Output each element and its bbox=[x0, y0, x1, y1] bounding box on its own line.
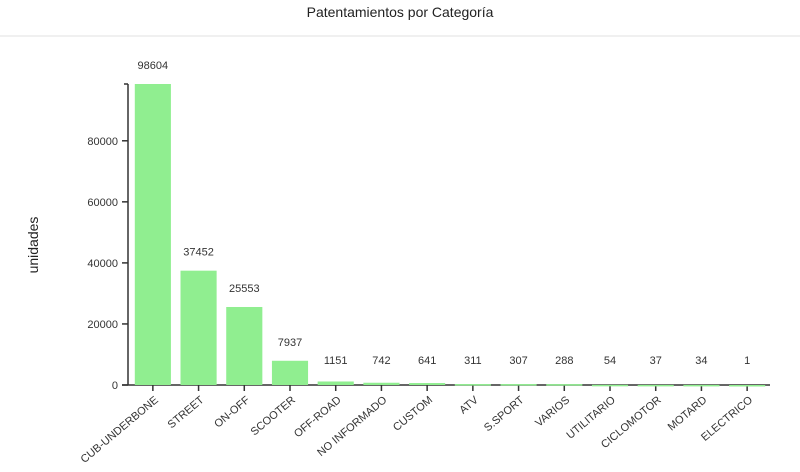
bar bbox=[317, 381, 354, 385]
bar-value-label: 34 bbox=[695, 355, 707, 367]
bar-value-label: 742 bbox=[372, 355, 390, 367]
x-tick-label: SCOOTER bbox=[249, 394, 298, 438]
bar-value-label: 98604 bbox=[138, 60, 169, 72]
bars: 98604 37452 25553 7937 1151 742 641 311 307 288 54… bbox=[134, 60, 766, 387]
bar bbox=[134, 84, 171, 385]
bar bbox=[180, 270, 217, 385]
bar bbox=[683, 384, 720, 387]
x-tick-label: MOTARD bbox=[666, 394, 710, 433]
y-tick-label: 80000 bbox=[87, 136, 118, 148]
x-tick-label: STREET bbox=[166, 394, 207, 431]
y-tick-label: 60000 bbox=[87, 197, 118, 209]
bar bbox=[363, 382, 400, 385]
x-tick-label: CUB-UNDERBONE bbox=[79, 394, 161, 466]
x-tick-label: ATV bbox=[457, 394, 481, 417]
bar-value-label: 37452 bbox=[183, 247, 214, 259]
bar-value-label: 1151 bbox=[324, 355, 348, 367]
x-tick-label: VARIOS bbox=[533, 394, 572, 429]
x-axis: CUB-UNDERBONE STREET ON-OFFSCOOTEROFF-ROAD… bbox=[79, 384, 770, 466]
y-tick-label: 40000 bbox=[87, 258, 118, 270]
bar bbox=[226, 306, 263, 385]
y-tick-label: 0 bbox=[112, 380, 118, 392]
x-tick-label: S.SPORT bbox=[482, 394, 527, 434]
bar-value-label: 1 bbox=[744, 355, 750, 367]
title-divider bbox=[0, 35, 800, 37]
bar-value-label: 641 bbox=[418, 355, 436, 367]
bar bbox=[271, 360, 309, 385]
bar-value-label: 37 bbox=[650, 355, 662, 367]
bar-value-label: 25553 bbox=[229, 283, 260, 295]
bar-value-label: 307 bbox=[509, 355, 527, 367]
bar-value-label: 7937 bbox=[278, 337, 302, 349]
bar bbox=[637, 384, 674, 387]
bar-value-label: 288 bbox=[555, 355, 573, 367]
bar bbox=[409, 383, 446, 385]
chart-title: Patentamientos por Categoría bbox=[306, 4, 494, 20]
x-tick-label: CUSTOM bbox=[391, 394, 435, 434]
y-axis: 0 20000 40000 60000 80000 bbox=[87, 83, 129, 392]
bar-value-label: 54 bbox=[604, 355, 616, 367]
bar bbox=[454, 384, 491, 386]
bar bbox=[500, 384, 537, 386]
bar bbox=[591, 384, 629, 387]
y-tick-label: 20000 bbox=[87, 319, 118, 331]
x-tick-label: ON-OFF bbox=[212, 394, 252, 430]
bar bbox=[546, 384, 583, 386]
bar-value-label: 311 bbox=[464, 355, 482, 367]
y-axis-label: unidades bbox=[25, 217, 41, 274]
bar bbox=[729, 384, 766, 387]
